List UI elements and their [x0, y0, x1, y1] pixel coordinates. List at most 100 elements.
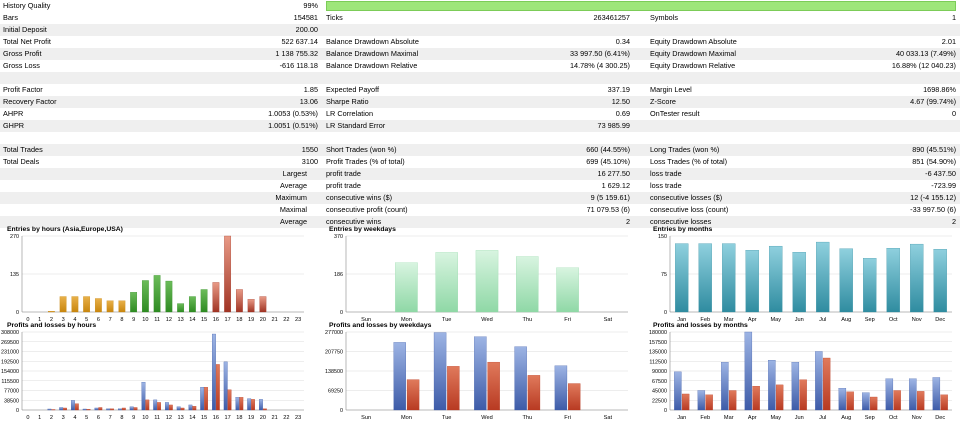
stat-value: 522 637.14 — [281, 37, 318, 46]
x-tick-label: 1 — [38, 415, 41, 421]
bar — [516, 256, 539, 313]
chart-panel: Entries by weekdays 370 186 0 Sun Mon Tue Wed Th… — [322, 226, 634, 326]
stats-row — [0, 72, 960, 84]
loss-bar — [204, 387, 208, 411]
x-tick-label: 17 — [225, 415, 231, 421]
profit-bar — [768, 360, 776, 411]
bar — [556, 267, 579, 313]
profit-bar — [674, 371, 682, 411]
stat-label: Maximum — [275, 193, 307, 202]
x-tick-label: 12 — [166, 415, 172, 421]
bar — [769, 245, 783, 313]
stat-value: 1550 — [301, 145, 318, 154]
chart-panel: Profits and losses by weekdays 277000 2077… — [322, 322, 634, 422]
loss-bar — [63, 407, 67, 411]
chart-title: Profits and losses by hours — [7, 322, 97, 329]
stat-label: Total Net Profit — [3, 37, 51, 46]
loss-bar — [940, 394, 948, 411]
x-tick-label: 22 — [283, 317, 289, 323]
bar — [235, 289, 243, 313]
stat-label: Balance Drawdown Maximal — [326, 49, 419, 58]
stat-label: Total Deals — [3, 157, 40, 166]
loss-bar — [752, 386, 760, 411]
y-tick-label: 192500 — [1, 359, 19, 365]
y-tick-label: 90000 — [652, 369, 667, 375]
x-tick-label: 6 — [97, 415, 100, 421]
chart-panel: Entries by hours (Asia,Europe,USA) 270 135… — [0, 226, 312, 326]
x-tick-label: Feb — [700, 415, 710, 421]
stat-value: 337.19 — [607, 85, 630, 94]
x-tick-label: Sep — [865, 317, 875, 323]
profit-bar — [94, 407, 99, 411]
profit-bar — [188, 404, 193, 411]
bar — [259, 296, 267, 313]
profit-bar — [433, 332, 447, 411]
bar — [106, 300, 114, 313]
x-tick-label: 14 — [189, 415, 195, 421]
x-tick-label: 21 — [272, 317, 278, 323]
stat-value: 0 — [951, 109, 956, 118]
stat-value: 263461257 — [593, 13, 630, 22]
bar — [395, 262, 418, 313]
stat-label: LR Correlation — [326, 109, 374, 118]
profit-bar — [815, 351, 823, 411]
bar — [247, 299, 255, 313]
stats-row: Maximum consecutive wins ($) 9 (5 159.61) c… — [0, 192, 960, 204]
bar — [886, 248, 900, 313]
stat-label — [3, 132, 163, 144]
stat-value: 1 138 755.32 — [275, 49, 318, 58]
y-tick-label: 150 — [658, 234, 667, 240]
stat-value: 0.69 — [615, 109, 630, 118]
x-tick-label: 15 — [201, 415, 207, 421]
stat-value: 154581 — [293, 13, 318, 22]
stat-value: 200.00 — [295, 25, 318, 34]
stat-value: 2.01 — [941, 37, 956, 46]
stat-value — [780, 72, 956, 84]
profit-bar — [697, 390, 706, 411]
x-tick-label: 2 — [50, 317, 53, 323]
x-tick-label: 20 — [260, 415, 266, 421]
bar — [224, 235, 232, 313]
stat-label: Average — [279, 217, 307, 226]
x-tick-label: 10 — [142, 317, 148, 323]
x-tick-label: 5 — [85, 317, 88, 323]
stat-value: 1.0051 (0.51%) — [268, 121, 318, 130]
x-tick-label: Jul — [819, 317, 826, 323]
loss-bar — [846, 391, 854, 411]
profit-bar — [200, 387, 205, 411]
stats-row: Profit Factor 1.85 Expected Payoff 337.19 Ma… — [0, 84, 960, 96]
x-tick-label: Mon — [401, 317, 412, 323]
x-tick-label: 9 — [132, 415, 135, 421]
profit-bar — [212, 333, 216, 411]
x-tick-label: Sat — [604, 317, 613, 323]
y-tick-label: 277000 — [325, 330, 343, 336]
bar — [698, 243, 712, 313]
stat-label: consecutive losses ($) — [650, 193, 723, 202]
stat-label: profit trade — [326, 169, 361, 178]
profit-bar — [259, 399, 263, 411]
profit-bar — [141, 381, 146, 411]
y-tick-label: 45000 — [652, 389, 667, 395]
loss-bar — [447, 366, 460, 411]
stat-label: Z-Score — [650, 97, 676, 106]
stat-value: 0.34 — [615, 37, 630, 46]
loss-bar — [239, 397, 244, 411]
x-tick-label: Jan — [677, 317, 686, 323]
stat-label: Maximal — [279, 205, 307, 214]
stat-label: AHPR — [3, 109, 24, 118]
bar — [165, 280, 173, 313]
profit-bar — [82, 408, 87, 411]
stat-value: 1 — [951, 13, 956, 22]
profit-bar — [176, 406, 181, 411]
loss-bar — [527, 375, 541, 411]
chart-title: Entries by months — [653, 226, 713, 233]
x-tick-label: 9 — [132, 317, 135, 323]
x-tick-label: Sep — [865, 415, 875, 421]
chart-title: Entries by hours (Asia,Europe,USA) — [7, 226, 123, 233]
stat-value: 1 629.12 — [601, 181, 630, 190]
x-tick-label: 2 — [50, 415, 53, 421]
profit-bar — [862, 392, 870, 411]
bar — [118, 300, 126, 313]
stat-value: 12.50 — [611, 97, 630, 106]
